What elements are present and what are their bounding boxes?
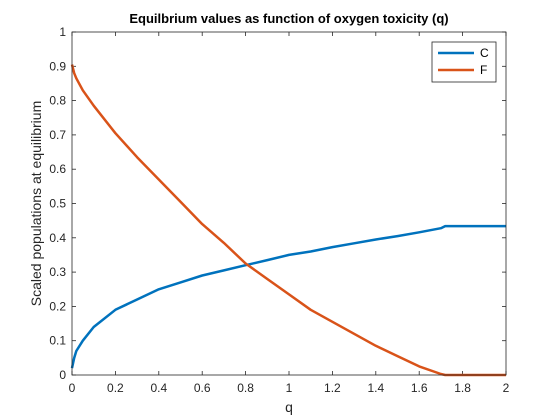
y-tick-label: 0.7 bbox=[49, 128, 66, 142]
x-tick-label: 0.4 bbox=[150, 381, 167, 395]
y-tick-label: 1 bbox=[59, 25, 66, 39]
x-tick-label: 0.8 bbox=[237, 381, 254, 395]
y-tick-label: 0 bbox=[59, 368, 66, 382]
x-tick-label: 1.8 bbox=[454, 381, 471, 395]
x-tick-label: 0.2 bbox=[107, 381, 124, 395]
y-tick-label: 0.2 bbox=[49, 299, 66, 313]
y-axis-ticks: 0 0.1 0.2 0.3 0.4 0.5 0.6 0.7 0.8 0.9 1 bbox=[49, 25, 506, 382]
legend-box bbox=[431, 41, 497, 83]
y-tick-label: 0.1 bbox=[49, 334, 66, 348]
y-tick-label: 0.6 bbox=[49, 162, 66, 176]
x-tick-label: 1.4 bbox=[367, 381, 384, 395]
series-line-c bbox=[70, 224, 506, 369]
x-axis-label: q bbox=[285, 399, 293, 415]
series-layer bbox=[70, 64, 506, 377]
y-axis-label: Scaled populations at equilibrium bbox=[28, 101, 44, 306]
x-tick-label: 2 bbox=[503, 381, 510, 395]
plot-frame bbox=[71, 31, 507, 376]
x-tick-label: 0.6 bbox=[194, 381, 211, 395]
x-tick-label: 0 bbox=[69, 381, 76, 395]
x-axis-ticks: 0 0.2 0.4 0.6 0.8 1 1.2 1.4 1.6 1.8 2 bbox=[69, 32, 510, 395]
legend-label-f: F bbox=[480, 63, 487, 77]
series-line-f bbox=[70, 64, 506, 377]
chart-title: Equilbrium values as function of oxygen … bbox=[129, 11, 448, 26]
x-tick-label: 1 bbox=[286, 381, 293, 395]
legend: CF bbox=[431, 41, 497, 83]
y-tick-label: 0.4 bbox=[49, 231, 66, 245]
y-tick-label: 0.8 bbox=[49, 94, 66, 108]
y-tick-label: 0.5 bbox=[49, 197, 66, 211]
plot-area bbox=[72, 32, 506, 375]
y-tick-label: 0.3 bbox=[49, 265, 66, 279]
y-tick-label: 0.9 bbox=[49, 59, 66, 73]
legend-label-c: C bbox=[480, 46, 489, 60]
x-tick-label: 1.2 bbox=[324, 381, 341, 395]
x-tick-label: 1.6 bbox=[411, 381, 428, 395]
